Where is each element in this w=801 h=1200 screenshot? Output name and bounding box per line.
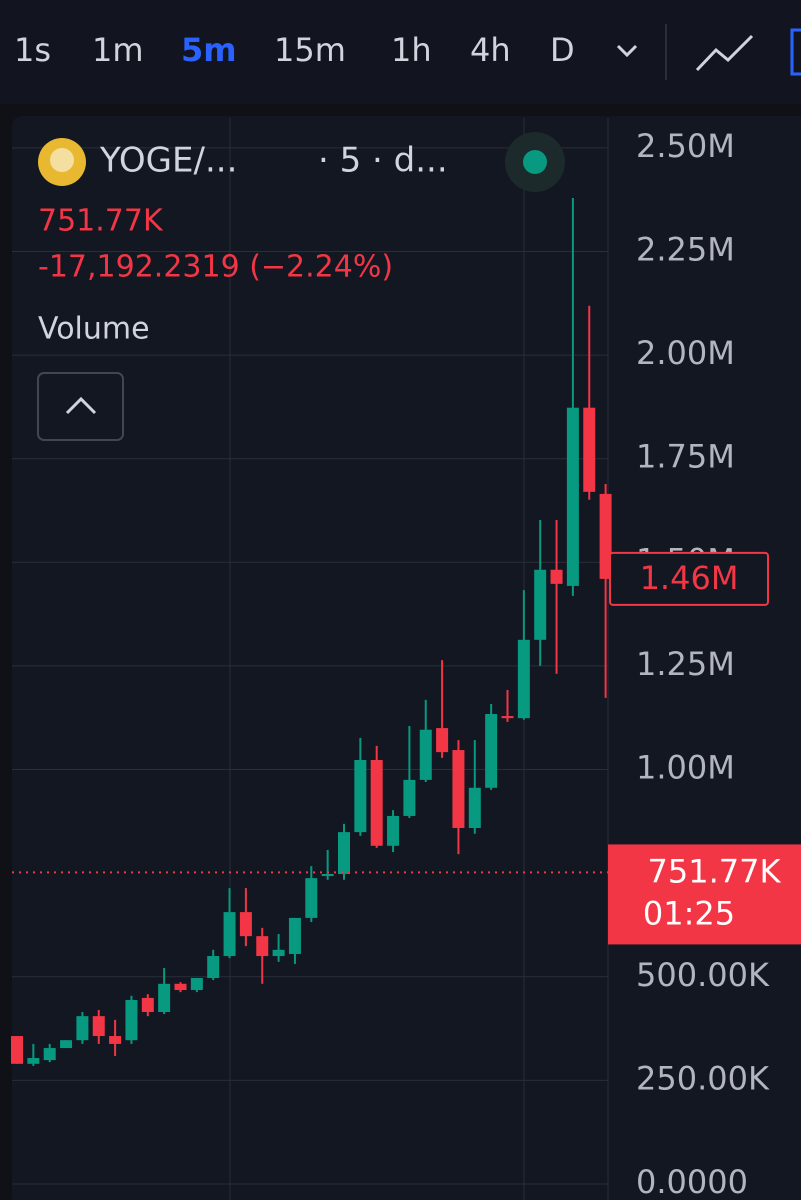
candle-body (452, 750, 465, 828)
interval[interactable]: D (550, 31, 575, 69)
legend-price: 751.77K (38, 204, 164, 239)
candle-body (305, 878, 318, 918)
last-price-label: 1.46M (640, 559, 739, 597)
interval[interactable]: 5m (181, 31, 237, 69)
candle-body (485, 713, 498, 788)
candle-body (403, 779, 416, 816)
interval[interactable]: 15m (274, 31, 346, 69)
collapse-button[interactable] (37, 372, 124, 441)
y-tick-label: 250.00K (636, 1059, 770, 1097)
coin-icon-face (50, 148, 74, 172)
candle-body (419, 729, 432, 780)
chart-panel (12, 116, 801, 1200)
candle-body (27, 1058, 40, 1064)
candle-body (436, 728, 449, 753)
candle-body (223, 912, 236, 957)
candle-body (60, 1040, 73, 1049)
candle-body (288, 917, 301, 954)
indicator-button[interactable] (790, 28, 801, 76)
candle-body (43, 1048, 56, 1061)
y-tick-label: 500.00K (636, 956, 770, 994)
candle-body (141, 997, 154, 1012)
y-tick-label: 1.75M (636, 438, 735, 476)
candle-body (566, 407, 579, 586)
candle-body (599, 493, 612, 579)
y-tick-label: 2.00M (636, 334, 735, 372)
candle-body (109, 1036, 122, 1044)
interval[interactable]: 1h (391, 31, 432, 69)
symbol-meta: · 5 · d... (318, 141, 448, 181)
chevron-up (65, 396, 97, 415)
symbol[interactable]: YOGE/... (99, 141, 237, 181)
interval-dropdown[interactable] (616, 44, 638, 58)
price-box (608, 844, 801, 945)
candle-body (321, 873, 334, 877)
candle-body (272, 949, 285, 957)
candle-body (76, 1016, 89, 1041)
countdown: 01:25 (643, 894, 735, 932)
y-tick-label: 0.0000 (636, 1163, 748, 1200)
last-price-box (609, 551, 769, 606)
y-tick-label: 1.00M (636, 749, 735, 787)
candle-body (517, 639, 530, 719)
candle-body (550, 569, 563, 584)
candle-body (158, 983, 171, 1012)
y-tick-label: 2.25M (636, 230, 735, 268)
candle-body (207, 956, 220, 979)
interval[interactable]: 1s (14, 31, 51, 69)
y-tick-label: 2.50M (636, 127, 735, 165)
candle-body (338, 832, 350, 874)
candle-body (387, 815, 400, 846)
candle-body (174, 983, 187, 991)
toolbar (0, 0, 801, 104)
candle-body (370, 760, 383, 846)
candle-body (190, 978, 203, 991)
candle-body (11, 1036, 23, 1064)
candle-body (468, 787, 481, 828)
candle-body (501, 716, 514, 719)
interval[interactable]: 1m (92, 31, 144, 69)
price-box-label: 751.77K (648, 852, 782, 890)
candle-body (256, 936, 269, 957)
candle-body (125, 999, 138, 1041)
candle-body (534, 569, 547, 640)
status-dot (523, 150, 547, 174)
candle-body (583, 407, 596, 492)
y-tick-label: 1.25M (636, 645, 735, 683)
candle-body (239, 912, 252, 937)
volume-label[interactable]: Volume (38, 312, 150, 347)
candle-body (92, 1016, 105, 1037)
interval[interactable]: 4h (470, 31, 511, 69)
candle-body (354, 760, 367, 833)
chart-type-button[interactable] (695, 34, 754, 72)
legend-change: -17,192.2319 (−2.24%) (38, 250, 393, 285)
